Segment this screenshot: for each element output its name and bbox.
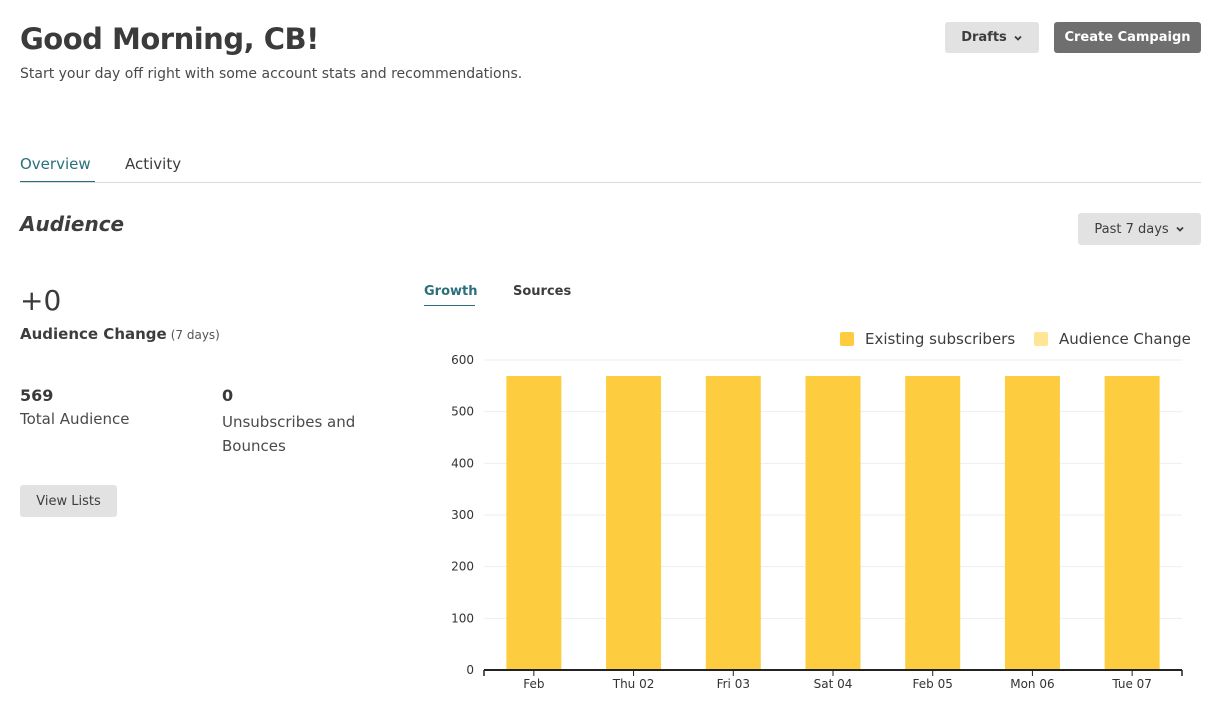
x-tick-label: Feb xyxy=(523,677,544,691)
x-tick-label: Sat 04 xyxy=(814,677,853,691)
x-tick-label: Tue 07 xyxy=(1111,677,1152,691)
x-tick-label: Feb 05 xyxy=(913,677,953,691)
audience-change-value: +0 xyxy=(20,284,62,317)
audience-change-title: Audience Change xyxy=(20,325,167,343)
x-tick-label: Thu 02 xyxy=(612,677,655,691)
view-lists-button[interactable]: View Lists xyxy=(20,485,117,517)
y-tick-label: 500 xyxy=(451,405,474,419)
total-audience-label: Total Audience xyxy=(20,410,130,428)
page-subtitle: Start your day off right with some accou… xyxy=(20,66,523,82)
section-title: Audience xyxy=(20,212,125,236)
tab-overview[interactable]: Overview xyxy=(20,155,95,183)
legend-existing-subscribers[interactable]: Existing subscribers xyxy=(840,330,1015,348)
bar-existing-subscribers xyxy=(905,376,961,670)
y-tick-label: 200 xyxy=(451,560,474,574)
chart-tab-sources[interactable]: Sources xyxy=(513,284,572,299)
y-tick-label: 400 xyxy=(451,456,474,470)
chevron-down-icon xyxy=(1014,35,1022,41)
drafts-dropdown-button[interactable]: Drafts xyxy=(945,22,1039,53)
date-range-label: Past 7 days xyxy=(1094,221,1169,237)
x-tick-label: Mon 06 xyxy=(1010,677,1054,691)
legend-swatch-change xyxy=(1034,332,1048,346)
chevron-down-icon xyxy=(1176,226,1184,232)
total-audience-value: 569 xyxy=(20,386,54,405)
y-tick-label: 100 xyxy=(451,611,474,625)
legend-swatch-existing xyxy=(840,332,854,346)
bar-existing-subscribers xyxy=(606,376,662,670)
page-title: Good Morning, CB! xyxy=(20,22,319,56)
chart-tab-growth[interactable]: Growth xyxy=(424,284,478,306)
tabs-divider xyxy=(20,182,1201,183)
growth-bar-chart: 0 100 200 300 400 500 600 Feb Thu 02 Fri 03 Sat 04… xyxy=(451,353,1183,691)
audience-change-period: (7 days) xyxy=(170,328,220,342)
x-tick-label: Fri 03 xyxy=(717,677,750,691)
audience-change-label: Audience Change (7 days) xyxy=(20,325,220,343)
legend-label-existing: Existing subscribers xyxy=(865,330,1016,348)
drafts-label: Drafts xyxy=(961,30,1007,45)
bar-existing-subscribers xyxy=(1004,376,1060,670)
bar-existing-subscribers xyxy=(506,376,562,670)
date-range-dropdown[interactable]: Past 7 days xyxy=(1078,213,1201,245)
tab-activity[interactable]: Activity xyxy=(125,155,182,173)
create-campaign-button[interactable]: Create Campaign xyxy=(1054,22,1201,53)
legend-label-change: Audience Change xyxy=(1059,330,1191,348)
bar-existing-subscribers xyxy=(705,376,761,670)
legend-audience-change[interactable]: Audience Change xyxy=(1034,330,1191,348)
unsubscribes-value: 0 xyxy=(222,386,234,405)
unsubscribes-label: Unsubscribes and Bounces xyxy=(222,413,356,455)
bar-existing-subscribers xyxy=(805,376,861,670)
y-tick-label: 0 xyxy=(466,663,474,677)
bar-existing-subscribers xyxy=(1104,376,1160,670)
y-tick-label: 300 xyxy=(451,508,474,522)
y-tick-label: 600 xyxy=(451,353,474,367)
